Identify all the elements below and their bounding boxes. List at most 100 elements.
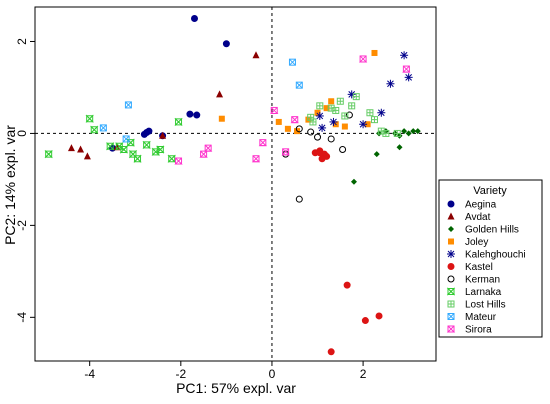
- legend-item-joley: Joley: [448, 237, 488, 248]
- y-axis-title: PC2: 14% expl. var: [2, 125, 18, 245]
- y-tick-label: 2: [15, 38, 29, 45]
- point-kalehghouchi: [318, 123, 327, 132]
- point-larnaka: [142, 140, 151, 150]
- point-aegina: [145, 127, 153, 135]
- point-sirora: [281, 148, 290, 156]
- point-joley: [305, 116, 312, 123]
- point-lost-hills: [366, 109, 374, 117]
- y-tick-label: -4: [15, 312, 29, 323]
- point-lost-hills: [309, 118, 317, 126]
- legend-marker-avdat: [447, 212, 455, 220]
- point-kerman: [295, 195, 303, 203]
- legend-item-avdat: Avdat: [447, 212, 491, 223]
- point-kerman: [314, 133, 322, 141]
- point-kastel: [318, 155, 326, 163]
- point-sirora: [199, 150, 208, 158]
- point-larnaka: [105, 142, 115, 151]
- point-kerman: [307, 128, 315, 136]
- legend-marker-kerman: [447, 275, 455, 283]
- point-golden-hills: [410, 128, 417, 135]
- legend-label-joley: Joley: [465, 237, 488, 248]
- point-kastel: [343, 281, 351, 289]
- series-kastel: [311, 147, 383, 356]
- point-larnaka: [119, 145, 129, 154]
- point-sirora: [258, 139, 268, 147]
- legend-label-avdat: Avdat: [465, 212, 491, 223]
- point-kerman: [345, 111, 353, 119]
- point-kalehghouchi: [404, 73, 413, 82]
- point-sirora: [402, 65, 411, 73]
- point-larnaka: [174, 117, 183, 127]
- series-aegina: [108, 14, 230, 152]
- point-joley: [218, 115, 225, 122]
- legend-item-kalehghouchi: Kalehghouchi: [447, 250, 526, 261]
- legend-label-sirora: Sirora: [465, 325, 492, 336]
- point-lost-hills: [352, 93, 360, 101]
- point-larnaka: [126, 138, 135, 147]
- legend-item-aegina: Aegina: [447, 200, 497, 211]
- point-golden-hills: [373, 151, 380, 158]
- point-kerman: [295, 125, 303, 133]
- legend-label-aegina: Aegina: [465, 200, 497, 211]
- point-golden-hills: [376, 130, 383, 137]
- point-kastel: [361, 317, 369, 325]
- point-sirora: [290, 116, 299, 124]
- point-mateur: [295, 81, 303, 89]
- point-kastel: [316, 149, 324, 157]
- point-sirora: [358, 55, 368, 63]
- point-kalehghouchi: [315, 111, 324, 120]
- legend-marker-golden-hills: [448, 226, 454, 232]
- point-kalehghouchi: [386, 79, 395, 88]
- point-kastel: [327, 348, 335, 356]
- point-golden-hills: [350, 178, 357, 185]
- point-kalehghouchi: [377, 108, 386, 117]
- point-avdat: [113, 143, 121, 151]
- point-sirora: [270, 106, 279, 114]
- series-mateur: [99, 58, 303, 143]
- x-tick-label: 0: [269, 367, 276, 381]
- legend-marker-sirora: [446, 325, 456, 333]
- series-avdat: [67, 51, 260, 160]
- x-tick-label: -4: [84, 367, 95, 381]
- legend-label-kerman: Kerman: [465, 275, 500, 286]
- series-lost-hills: [307, 93, 401, 137]
- legend-title: Variety: [473, 185, 507, 197]
- point-golden-hills: [401, 128, 408, 135]
- point-kalehghouchi: [359, 120, 368, 129]
- point-larnaka: [44, 149, 53, 159]
- legend-item-golden-hills: Golden Hills: [448, 225, 519, 236]
- point-aegina: [193, 111, 201, 119]
- legend-marker-larnaka: [446, 287, 456, 296]
- legend-marker-joley: [448, 238, 454, 245]
- reference-lines: [35, 7, 436, 361]
- point-avdat: [159, 131, 167, 139]
- point-joley: [371, 49, 378, 56]
- legend-item-sirora: Sirora: [446, 325, 492, 336]
- point-avdat: [252, 51, 260, 59]
- point-golden-hills: [396, 132, 403, 139]
- point-larnaka: [167, 154, 176, 163]
- legend-marker-kastel: [447, 263, 455, 270]
- point-kastel: [375, 312, 383, 320]
- series-sirora: [174, 55, 411, 165]
- y-tick-label: 0: [15, 130, 29, 137]
- point-avdat: [77, 145, 85, 153]
- point-sirora: [251, 155, 261, 163]
- point-mateur: [122, 135, 130, 143]
- point-golden-hills: [396, 144, 403, 151]
- series-larnaka: [44, 114, 183, 163]
- point-lost-hills: [393, 129, 401, 137]
- legend-item-kerman: Kerman: [447, 275, 500, 286]
- legend-box: [438, 179, 543, 338]
- point-avdat: [83, 152, 91, 160]
- legend-label-larnaka: Larnaka: [465, 287, 502, 298]
- x-tick-label: 2: [360, 367, 367, 381]
- x-tick-label: -2: [175, 367, 186, 381]
- point-avdat: [216, 90, 224, 98]
- point-joley: [328, 98, 335, 105]
- point-joley: [314, 109, 321, 116]
- point-larnaka: [85, 114, 94, 123]
- point-kalehghouchi: [400, 51, 409, 60]
- point-kalehghouchi: [347, 90, 356, 99]
